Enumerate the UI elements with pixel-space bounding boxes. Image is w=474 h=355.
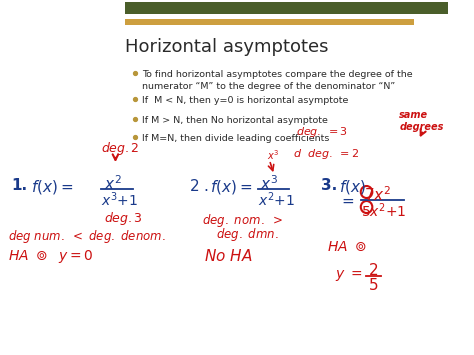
Text: $HA\ \circledcirc\ \ y{=}0$: $HA\ \circledcirc\ \ y{=}0$ [8,248,93,265]
Text: $x^3$: $x^3$ [260,174,278,193]
Text: If M > N, then No horizontal asymptote: If M > N, then No horizontal asymptote [142,116,328,125]
Text: $deg.\ nom.\ >$: $deg.\ nom.\ >$ [202,212,283,229]
Text: 3.: 3. [321,178,337,193]
Text: $=$: $=$ [338,193,355,208]
Text: $x^2{+}1$: $x^2{+}1$ [258,190,295,209]
Text: $deg.\ dmn.$: $deg.\ dmn.$ [216,226,278,243]
Text: $No\ HA$: $No\ HA$ [204,248,253,264]
Text: $deg.3$: $deg.3$ [104,210,143,227]
Text: $2\ .$: $2\ .$ [189,178,209,194]
Text: $2$: $2$ [367,262,378,278]
Text: $x^3{+}1$: $x^3{+}1$ [101,190,138,209]
Text: $deg.2$: $deg.2$ [101,140,140,157]
Text: $deg.\ {=}3$: $deg.\ {=}3$ [296,125,348,139]
Text: $x^2$: $x^2$ [104,174,122,193]
Text: $HA\ \circledcirc$: $HA\ \circledcirc$ [327,240,366,254]
Text: If M=N, then divide leading coefficients: If M=N, then divide leading coefficients [142,134,330,143]
Text: If  M < N, then y=0 is horizontal asymptote: If M < N, then y=0 is horizontal asympto… [142,96,349,105]
Text: $f(x)=$: $f(x)=$ [210,178,252,196]
Text: $y\ =$: $y\ =$ [335,268,363,283]
Text: $5$: $5$ [368,277,379,293]
Text: $7x^2$: $7x^2$ [364,185,391,204]
Bar [125,2,448,14]
Text: $x^3$: $x^3$ [267,148,280,162]
Text: 1.: 1. [11,178,27,193]
Text: $d\ \ deg.\ {=}2$: $d\ \ deg.\ {=}2$ [293,147,360,161]
Text: Horizontal asymptotes: Horizontal asymptotes [125,38,328,56]
Text: To find horizontal asymptotes compare the degree of the
numerator “M” to the deg: To find horizontal asymptotes compare th… [142,70,413,91]
Text: $deg\ num.\ <\ deg.\ denom.$: $deg\ num.\ <\ deg.\ denom.$ [8,228,165,245]
Text: same
degrees: same degrees [399,110,444,132]
Bar [125,19,414,25]
Text: $f(x)=$: $f(x)=$ [31,178,73,196]
Text: $f(x)$: $f(x)$ [338,178,365,196]
Text: $5x^2{+}1$: $5x^2{+}1$ [361,201,406,220]
